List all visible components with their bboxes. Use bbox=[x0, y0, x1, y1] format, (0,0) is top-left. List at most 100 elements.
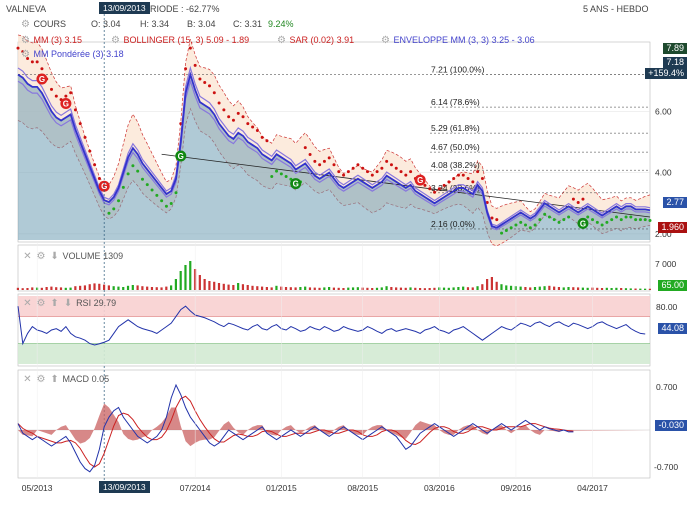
x-tick-label: 09/2016 bbox=[501, 483, 532, 493]
sar-dot bbox=[150, 188, 154, 192]
volume-bar bbox=[500, 284, 503, 290]
gear-icon[interactable]: ⚙ bbox=[36, 374, 46, 385]
sar-dot bbox=[370, 173, 374, 177]
sar-dot bbox=[275, 169, 279, 173]
rsi-overbought-zone bbox=[18, 296, 650, 317]
close-icon[interactable]: ✕ bbox=[23, 298, 32, 309]
indicator-mm[interactable]: ⚙ MM (3) 3.15 bbox=[20, 35, 82, 46]
volume-bar bbox=[126, 285, 130, 290]
volume-bar bbox=[409, 287, 412, 290]
volume-bar bbox=[323, 287, 326, 290]
x-tick-label: 05/2013 bbox=[22, 483, 53, 493]
signal-marker-label: G bbox=[580, 219, 586, 228]
rsi-line bbox=[17, 305, 646, 346]
arrow-down-icon[interactable]: ⬇ bbox=[50, 251, 59, 262]
volume-bar bbox=[112, 286, 115, 290]
volume-bar bbox=[69, 287, 72, 290]
axis-labels: 6.00 4.00 2.00 05/2013 07/2014 01/2015 08/2015… bbox=[22, 106, 672, 493]
volume-bar bbox=[50, 286, 53, 290]
volume-bar bbox=[241, 284, 245, 290]
volume-bar bbox=[505, 285, 508, 290]
arrow-down-icon[interactable]: ⬇ bbox=[63, 298, 73, 309]
gear-icon[interactable]: ⚙ bbox=[36, 251, 46, 262]
volume-bar bbox=[529, 287, 532, 290]
sar-dot bbox=[509, 226, 513, 230]
volume-bar bbox=[639, 288, 642, 290]
macd-histogram bbox=[18, 403, 650, 447]
sar-dot bbox=[648, 218, 652, 222]
fibonacci-label: 3.34 (23.6%) bbox=[431, 183, 480, 193]
gear-icon[interactable]: ⚙ bbox=[21, 49, 30, 60]
ohlc-c: C: 3.31 bbox=[233, 19, 263, 29]
fibonacci-label: 5.29 (61.8%) bbox=[431, 123, 480, 133]
rsi-tag-current: 44.08 bbox=[658, 323, 687, 334]
x-tick-label: 03/2016 bbox=[424, 483, 455, 493]
indicator-mmp-value: 3.18 bbox=[106, 49, 124, 59]
volume-bar bbox=[576, 287, 580, 290]
fibonacci-label: 4.08 (38.2%) bbox=[431, 160, 480, 170]
volume-bar bbox=[237, 283, 240, 290]
volume-bar bbox=[380, 287, 383, 290]
volume-bar bbox=[572, 287, 575, 290]
rsi-panel[interactable] bbox=[17, 296, 650, 364]
volume-bar bbox=[648, 288, 651, 290]
sar-dot bbox=[380, 166, 384, 170]
signal-marker-label: G bbox=[39, 75, 45, 84]
macd-panel[interactable] bbox=[17, 383, 650, 473]
sar-dot bbox=[471, 180, 475, 184]
sar-dot bbox=[337, 170, 341, 174]
volume-bar bbox=[198, 275, 201, 290]
price-line bbox=[17, 71, 651, 229]
sar-dot bbox=[112, 207, 116, 211]
gear-icon[interactable]: ⚙ bbox=[277, 35, 286, 46]
volume-bar bbox=[246, 285, 249, 290]
volume-bar bbox=[88, 284, 91, 290]
indicator-bollinger[interactable]: ⚙ BOLLINGER (15, 3) 5.09 - 1.89 bbox=[110, 35, 249, 46]
volume-bar bbox=[605, 287, 608, 290]
sar-dot bbox=[21, 50, 25, 54]
volume-bar bbox=[165, 286, 168, 290]
volume-bar bbox=[414, 287, 417, 290]
sar-dot bbox=[495, 218, 499, 222]
range-label[interactable]: 5 ANS - HEBDO bbox=[583, 4, 649, 14]
gear-icon[interactable]: ⚙ bbox=[21, 19, 30, 30]
gear-icon[interactable]: ⚙ bbox=[36, 298, 46, 309]
period-change: RIODE : -62.77% bbox=[150, 4, 220, 14]
signal-marker bbox=[60, 98, 72, 109]
volume-bar bbox=[442, 287, 446, 290]
indicator-sar[interactable]: ⚙ SAR (0.02) 3.91 bbox=[276, 35, 354, 46]
indicator-enveloppe[interactable]: ⚙ ENVELOPPE MM (3, 3) 3.25 - 3.06 bbox=[380, 35, 535, 46]
gear-icon[interactable]: ⚙ bbox=[381, 35, 390, 46]
crosshair-date-bottom: 13/09/2013 bbox=[99, 481, 150, 493]
sar-dot bbox=[533, 223, 537, 227]
sar-dot bbox=[322, 159, 326, 163]
sar-dot bbox=[227, 115, 231, 119]
gear-icon[interactable]: ⚙ bbox=[21, 35, 30, 46]
close-icon[interactable]: ✕ bbox=[23, 374, 32, 385]
volume-bar bbox=[141, 286, 144, 290]
volume-bar bbox=[471, 287, 474, 290]
macd-line bbox=[17, 383, 574, 473]
sar-dot bbox=[480, 177, 484, 181]
volume-bar bbox=[260, 286, 264, 290]
symbol-label: VALNEVA bbox=[6, 4, 47, 14]
volume-bar bbox=[481, 284, 484, 290]
sar-dot bbox=[524, 223, 528, 227]
volume-bar bbox=[222, 283, 225, 290]
gear-icon[interactable]: ⚙ bbox=[111, 35, 120, 46]
price-panel[interactable]: 7.21 (100.0%) 6.14 (78.6%) 5.29 (61.8%) 4.6… bbox=[16, 14, 652, 480]
sar-dot bbox=[97, 177, 101, 181]
volume-panel[interactable] bbox=[16, 261, 651, 290]
x-tick-label: 01/2015 bbox=[266, 483, 297, 493]
close-icon[interactable]: ✕ bbox=[23, 251, 32, 262]
sar-dot bbox=[600, 223, 604, 227]
indicator-mmp[interactable]: ⚙ MM Pondérée (3) 3.18 bbox=[20, 49, 124, 60]
sar-dot bbox=[389, 163, 393, 167]
volume-value: 1309 bbox=[103, 251, 124, 261]
sar-dot bbox=[346, 170, 350, 174]
arrow-up-icon[interactable]: ⬆ bbox=[50, 374, 59, 385]
arrow-up-icon[interactable]: ⬆ bbox=[50, 298, 59, 309]
volume-bar bbox=[342, 288, 345, 290]
macd-toolbar: ✕ ⚙ ⬆ MACD 0.05 bbox=[22, 374, 109, 385]
